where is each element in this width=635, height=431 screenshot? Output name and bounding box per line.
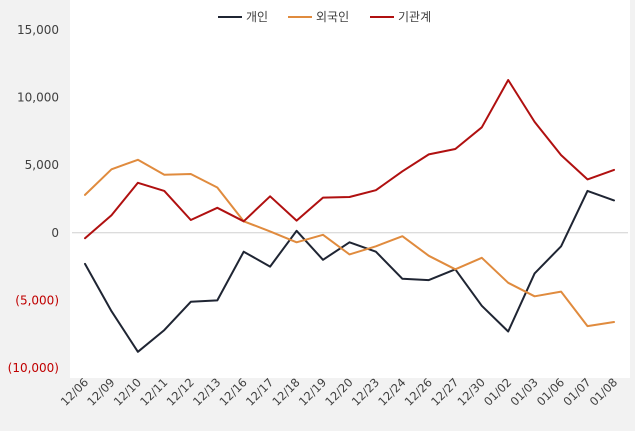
y-tick-label: (10,000) xyxy=(8,361,59,375)
y-tick-label: 10,000 xyxy=(17,91,59,105)
legend-item: 외국인 xyxy=(288,10,349,24)
legend-item: 기관계 xyxy=(370,10,431,24)
series-group xyxy=(84,79,615,353)
plot-area xyxy=(70,0,630,378)
y-axis: 15,000 10,000 5,000 0 (5,000) (10,000) xyxy=(8,23,628,375)
y-tick-label: 0 xyxy=(51,226,59,240)
series-line-3 xyxy=(84,79,615,240)
legend-item: 개인 xyxy=(218,10,268,24)
legend-label: 기관계 xyxy=(398,10,431,24)
y-tick-label: 15,000 xyxy=(17,23,59,37)
series-line-2 xyxy=(84,158,615,328)
legend: 개인 외국인 기관계 xyxy=(218,10,431,24)
legend-label: 외국인 xyxy=(316,10,349,24)
legend-label: 개인 xyxy=(246,10,268,24)
y-tick-label: (5,000) xyxy=(15,293,59,307)
y-tick-label: 5,000 xyxy=(25,158,59,172)
